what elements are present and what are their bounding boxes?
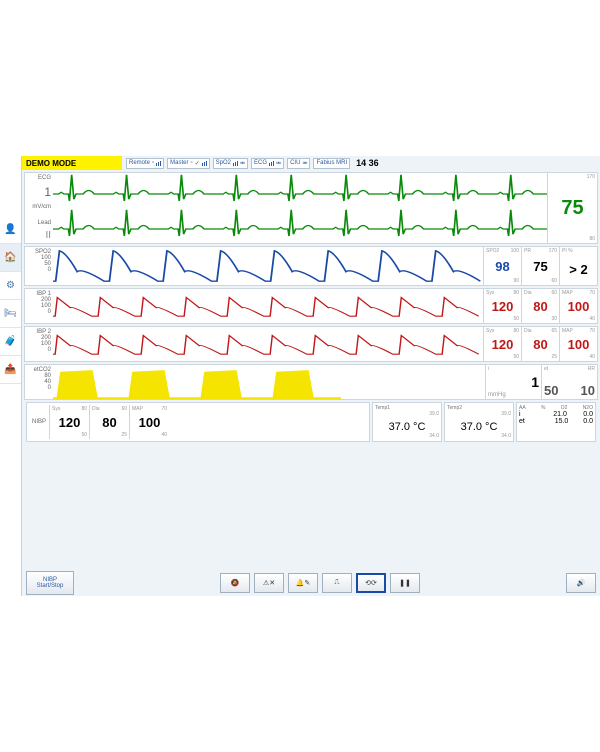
chip-ecg[interactable]: ECG⚮: [251, 158, 284, 169]
left-rail: 👤 🏠 ⚙ 🛏 🧳 📤: [0, 156, 22, 596]
ibp1-label: IBP 1 200 100 0: [25, 289, 53, 323]
etco2-rr-box: etRR 5010: [541, 365, 597, 399]
monitor-screen: 👤 🏠 ⚙ 🛏 🧳 📤 DEMO MODE Remote▫ Master▫✓ S…: [0, 156, 600, 596]
value-box: MAP7010040: [559, 289, 597, 323]
value-box: Sys8012050: [483, 327, 521, 361]
speaker-button[interactable]: 🔊: [566, 573, 596, 593]
topbar-chips: Remote▫ Master▫✓ SpO2⚮ ECG⚮ CIU⚮ Fabius …: [122, 156, 600, 170]
spo2-row: SPO2 100 50 0 SPO21009890PR1707560PI %> …: [24, 246, 598, 286]
bottom-strip: NIBP Sys8012050Dia608025MAP7010040 Temp1…: [24, 402, 598, 442]
value-box: Dia608025: [89, 405, 129, 439]
etco2-label: etCO2 80 40 0: [25, 365, 53, 399]
ecg-label: ECG 1 mV/cm Lead II: [25, 173, 53, 243]
waveform-area: ECG 1 mV/cm Lead II 170 75 80: [22, 170, 600, 570]
hr-value: 170 75 80: [547, 173, 597, 243]
settings-icon[interactable]: ⚙: [0, 272, 21, 300]
alarm-suspend-button[interactable]: ⚠✕: [254, 573, 284, 593]
nibp-startstop-button[interactable]: NIBP Start/Stop: [26, 571, 74, 595]
ecg-waveform: [53, 173, 547, 243]
gas-panel: AA%O2N2O i21.00.0 et15.00.0: [516, 402, 596, 442]
alarm-config-button[interactable]: 🔔✎: [288, 573, 318, 593]
value-box: MAP7010040: [559, 327, 597, 361]
loop-button[interactable]: ⟲⟳: [356, 573, 386, 593]
clock: 14 36: [353, 158, 382, 168]
toolbar: NIBP Start/Stop 🔕 ⚠✕ 🔔✎ ⎍ ⟲⟳ ❚❚ 🔊: [22, 570, 600, 596]
etco2-box: i 1 mmHg: [485, 365, 541, 399]
value-box: Sys8012050: [483, 289, 521, 323]
value-box: SPO21009890: [483, 247, 521, 285]
pause-button[interactable]: ❚❚: [390, 573, 420, 593]
ibp1-waveform: [53, 289, 483, 323]
etco2-row: etCO2 80 40 0 i 1 mmHg etRR 5010: [24, 364, 598, 400]
home-icon[interactable]: 🏠: [0, 244, 21, 272]
trend-button[interactable]: ⎍: [322, 573, 352, 593]
chip-spo2[interactable]: SpO2⚮: [213, 158, 248, 169]
chip-master[interactable]: Master▫✓: [167, 158, 210, 169]
export-icon[interactable]: 📤: [0, 356, 21, 384]
patient-icon[interactable]: 👤: [0, 216, 21, 244]
value-box: PR1707560: [521, 247, 559, 285]
chip-remote[interactable]: Remote▫: [126, 158, 164, 169]
value-box: Sys8012050: [49, 405, 89, 439]
value-box: Dia658025: [521, 327, 559, 361]
etco2-waveform: [53, 365, 485, 399]
main-area: DEMO MODE Remote▫ Master▫✓ SpO2⚮ ECG⚮ CI…: [22, 156, 600, 596]
ibp2-row: IBP 2 200 100 0 Sys8012050Dia658025MAP70…: [24, 326, 598, 362]
chip-fabius[interactable]: Fabius MRI: [313, 158, 350, 169]
ibp2-label: IBP 2 200 100 0: [25, 327, 53, 361]
value-box: PI %> 2: [559, 247, 597, 285]
value-box: Dia608030: [521, 289, 559, 323]
bed-icon[interactable]: 🛏: [0, 300, 21, 328]
temp1-panel: Temp1 39.0 37.0 °C 34.0: [372, 402, 442, 442]
value-box: MAP7010040: [129, 405, 169, 439]
nibp-panel: NIBP Sys8012050Dia608025MAP7010040: [26, 402, 370, 442]
chip-ciu[interactable]: CIU⚮: [287, 158, 310, 169]
topbar: DEMO MODE Remote▫ Master▫✓ SpO2⚮ ECG⚮ CI…: [22, 156, 600, 170]
ibp2-waveform: [53, 327, 483, 361]
spo2-waveform: [53, 247, 483, 285]
demo-mode-badge: DEMO MODE: [22, 156, 122, 170]
spo2-label: SPO2 100 50 0: [25, 247, 53, 285]
alarm-silence-button[interactable]: 🔕: [220, 573, 250, 593]
ecg-row: ECG 1 mV/cm Lead II 170 75 80: [24, 172, 598, 244]
case-icon[interactable]: 🧳: [0, 328, 21, 356]
nibp-label: NIBP: [29, 405, 49, 439]
ibp1-row: IBP 1 200 100 0 Sys8012050Dia608030MAP70…: [24, 288, 598, 324]
temp2-panel: Temp2 39.0 37.0 °C 34.0: [444, 402, 514, 442]
